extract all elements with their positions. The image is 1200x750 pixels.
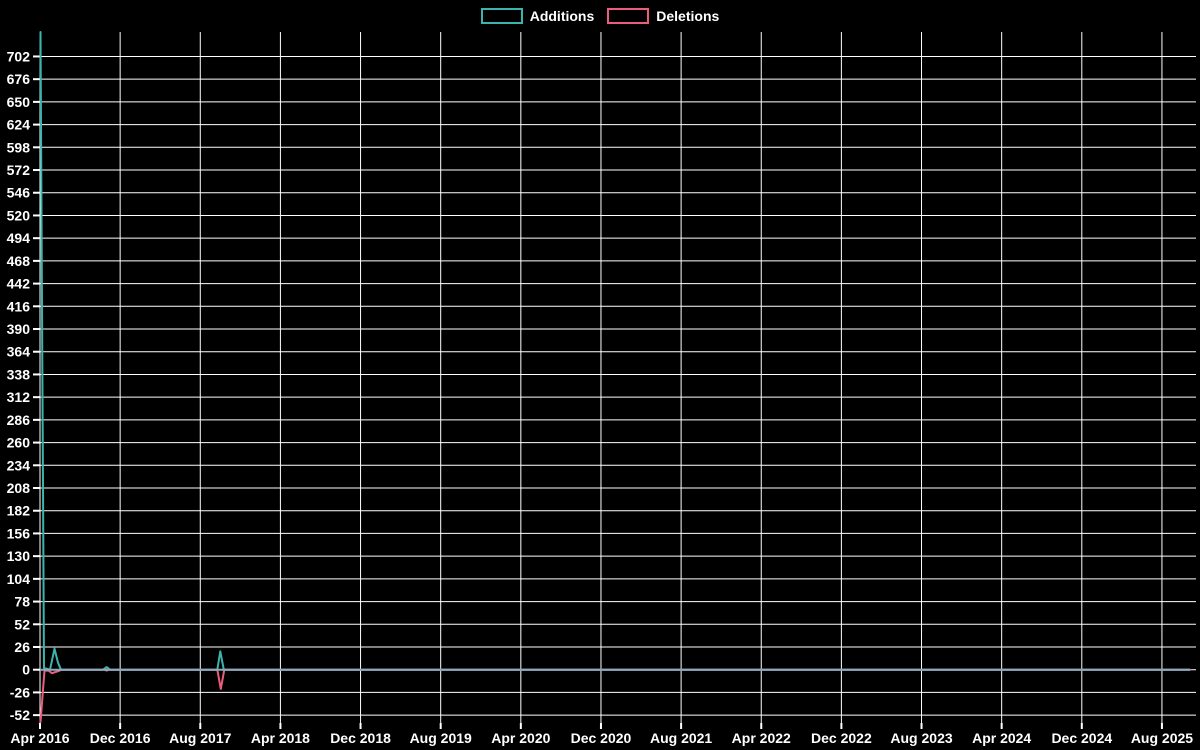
y-tick-label: 546: [7, 185, 31, 201]
x-tick-label: Aug 2025: [1131, 730, 1193, 746]
x-tick-label: Aug 2023: [890, 730, 952, 746]
deletions-line: [39, 668, 1191, 724]
y-tick-label: 494: [7, 230, 31, 246]
y-tick-label: 676: [7, 71, 31, 87]
legend-item-deletions[interactable]: Deletions: [607, 8, 719, 24]
additions-line: [39, 31, 1191, 671]
y-tick-label: 520: [7, 207, 31, 223]
y-tick-label: 78: [14, 594, 30, 610]
y-tick-label: 572: [7, 162, 31, 178]
x-tick-label: Dec 2024: [1051, 730, 1112, 746]
x-tick-label: Apr 2022: [732, 730, 791, 746]
x-tick-label: Aug 2017: [169, 730, 231, 746]
y-tick-label: 234: [7, 457, 31, 473]
deletions-swatch-icon: [607, 8, 650, 24]
x-tick-label: Dec 2020: [571, 730, 632, 746]
y-tick-label: 208: [7, 480, 31, 496]
legend-label-additions: Additions: [529, 8, 595, 24]
y-tick-label: 52: [14, 616, 30, 632]
x-tick-label: Aug 2019: [410, 730, 472, 746]
y-tick-label: 0: [22, 662, 30, 678]
y-tick-label: 130: [7, 548, 31, 564]
x-tick-label: Dec 2016: [90, 730, 151, 746]
x-tick-label: Dec 2022: [811, 730, 872, 746]
y-tick-label: 104: [7, 571, 31, 587]
y-tick-label: 286: [7, 412, 31, 428]
y-tick-label: -52: [10, 707, 30, 723]
legend-label-deletions: Deletions: [656, 8, 720, 24]
y-tick-label: 260: [7, 435, 31, 451]
x-tick-label: Apr 2018: [251, 730, 310, 746]
y-tick-label: 312: [7, 389, 31, 405]
y-tick-label: 364: [7, 344, 31, 360]
chart-legend: Additions Deletions: [0, 8, 1200, 24]
y-tick-label: 156: [7, 525, 31, 541]
x-tick-label: Aug 2021: [650, 730, 712, 746]
y-tick-label: 442: [7, 276, 31, 292]
x-tick-label: Apr 2020: [491, 730, 550, 746]
y-tick-label: 650: [7, 94, 31, 110]
x-tick-label: Apr 2016: [10, 730, 69, 746]
y-tick-label: 702: [7, 48, 31, 64]
y-tick-label: 468: [7, 253, 31, 269]
y-tick-label: 598: [7, 139, 31, 155]
y-tick-label: 390: [7, 321, 31, 337]
legend-item-additions[interactable]: Additions: [480, 8, 595, 24]
x-tick-label: Dec 2018: [330, 730, 391, 746]
additions-swatch-icon: [480, 8, 523, 24]
y-tick-label: 624: [7, 117, 31, 133]
x-tick-label: Apr 2024: [972, 730, 1031, 746]
y-tick-label: -26: [10, 684, 30, 700]
y-tick-label: 416: [7, 298, 31, 314]
y-tick-label: 26: [14, 639, 30, 655]
y-tick-label: 338: [7, 366, 31, 382]
y-tick-label: 182: [7, 503, 31, 519]
